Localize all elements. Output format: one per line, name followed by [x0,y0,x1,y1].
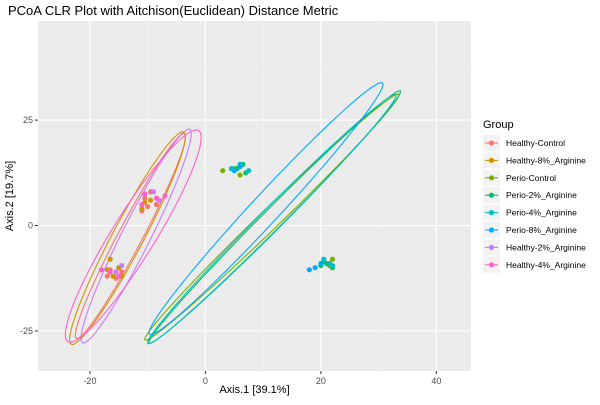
point-Healthy-2%_Arginine [119,262,125,269]
legend-key-point [488,140,495,146]
y-tick-label: 0 [28,221,33,231]
point-Healthy-4%_Arginine [162,193,168,199]
point-Healthy-4%_Arginine [107,269,113,275]
point-Perio-8%_Arginine [318,260,324,267]
x-tick-label: -20 [83,376,96,386]
legend-key-point [488,262,495,268]
ellipse-Healthy-2%_Arginine [80,128,192,344]
points [98,161,336,281]
ellipse-Perio-4%_Arginine [146,94,397,345]
point-Healthy-8%_Arginine [147,197,154,203]
legend-key-point [488,192,495,198]
y-axis-title: Axis.2 [19.7%] [4,161,16,231]
y-tick-label: -25 [20,326,33,336]
point-Healthy-8%_Arginine [110,273,116,279]
legend-label: Healthy-4%_Arginine [506,260,586,270]
legend: Group Healthy-Control Healthy-8%_Arginine… [483,119,586,273]
legend-key-point [488,227,495,233]
point-Perio-8%_Arginine [237,163,243,170]
point-Perio-Control [220,168,226,174]
point-Healthy-4%_Arginine [153,195,159,201]
point-Healthy-Control [119,269,125,275]
ellipses [64,82,402,346]
grid-minor [38,21,471,371]
legend-key-point [488,244,495,250]
chart-title: PCoA CLR Plot with Aitchison(Euclidean) … [8,3,339,18]
legend-key-point [488,210,495,216]
point-Perio-Control [237,172,243,178]
x-axis-ticks: -20 0 20 40 [83,371,441,386]
point-Healthy-4%_Arginine [116,273,122,279]
x-tick-label: 20 [316,376,326,386]
legend-label: Healthy-2%_Arginine [506,242,586,252]
x-axis-title: Axis.1 [39.1%] [219,384,289,396]
legend-label: Perio-4%_Arginine [506,208,577,218]
point-Perio-8%_Arginine [231,168,237,174]
legend-label: Perio-Control [506,173,556,183]
point-Perio-Control [329,256,336,262]
grid-major [38,21,471,371]
y-axis-ticks: -25 0 25 [20,115,38,336]
point-Healthy-8%_Arginine [139,206,145,212]
legend-key-point [488,157,495,163]
legend-label: Perio-2%_Arginine [506,190,577,200]
x-tick-label: 0 [203,376,208,386]
point-Perio-8%_Arginine [312,265,318,271]
point-Healthy-2%_Arginine [150,189,157,195]
legend-items: Healthy-Control Healthy-8%_Arginine Perio-… [483,135,586,273]
point-Healthy-4%_Arginine [98,267,105,273]
point-Healthy-2%_Arginine [113,269,119,275]
point-Perio-4%_Arginine [246,168,252,174]
ellipse-Perio-Control [144,93,400,341]
point-Healthy-Control [145,203,151,210]
ellipse-Healthy-Control [74,133,186,339]
plot-panel [38,21,471,371]
ellipse-Perio-8%_Arginine [148,82,384,336]
point-Perio-8%_Arginine [306,267,312,273]
point-Perio-4%_Arginine [321,256,327,262]
point-Healthy-8%_Arginine [107,256,113,262]
ellipse-Healthy-4%_Arginine [64,129,202,343]
legend-label: Healthy-8%_Arginine [506,155,586,165]
legend-label: Perio-8%_Arginine [506,225,577,235]
legend-title: Group [483,119,514,131]
x-tick-label: 40 [431,376,441,386]
point-Perio-4%_Arginine [329,262,336,269]
point-Healthy-4%_Arginine [139,201,145,208]
point-Healthy-Control [153,201,159,208]
point-Healthy-4%_Arginine [142,191,148,197]
legend-key-point [488,175,495,181]
point-Healthy-Control [104,273,110,279]
point-Healthy-Control [142,195,148,201]
legend-label: Healthy-Control [506,138,565,148]
y-tick-label: 25 [23,115,33,125]
